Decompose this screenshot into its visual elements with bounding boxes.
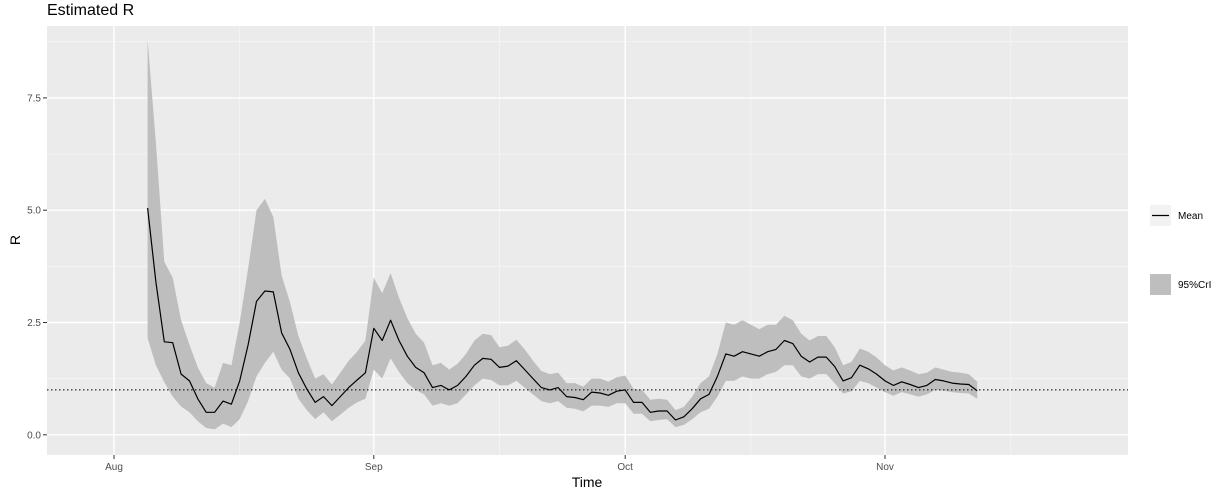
legend: Mean 95%CrI: [1150, 205, 1211, 295]
x-axis: Aug Sep Oct Nov: [105, 455, 894, 473]
y-tick-label-1: 2.5: [27, 318, 41, 329]
y-tick-label-3: 7.5: [27, 93, 41, 104]
y-axis-title: R: [7, 235, 23, 245]
x-tick-label-2: Oct: [617, 462, 633, 473]
mean-line: [147, 207, 978, 421]
major-gridlines: [47, 26, 1128, 455]
legend-key-crI: [1150, 274, 1171, 295]
mean-line-layer: [147, 207, 978, 421]
x-tick-label-0: Aug: [105, 462, 123, 473]
chart-title: Estimated R: [47, 2, 134, 19]
legend-label-mean: Mean: [1178, 211, 1203, 222]
x-axis-title: Time: [572, 474, 603, 490]
y-tick-label-2: 5.0: [27, 206, 41, 217]
legend-label-crI: 95%CrI: [1178, 280, 1211, 291]
credible-interval-layer: [147, 39, 978, 430]
credible-interval-ribbon: [147, 39, 978, 430]
x-tick-label-3: Nov: [876, 462, 894, 473]
x-tick-label-1: Sep: [365, 462, 383, 473]
y-tick-label-0: 0.0: [27, 430, 41, 441]
y-axis: 0.0 2.5 5.0 7.5: [27, 93, 47, 441]
